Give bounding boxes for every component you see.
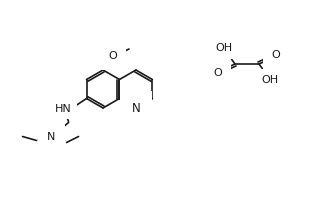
Text: OH: OH bbox=[261, 75, 279, 85]
Text: N: N bbox=[47, 132, 56, 141]
Text: N: N bbox=[131, 102, 140, 116]
Text: O: O bbox=[214, 68, 222, 78]
Text: OH: OH bbox=[216, 43, 233, 53]
Text: HN: HN bbox=[55, 103, 71, 114]
Text: O: O bbox=[272, 50, 280, 60]
Text: O: O bbox=[109, 51, 117, 61]
